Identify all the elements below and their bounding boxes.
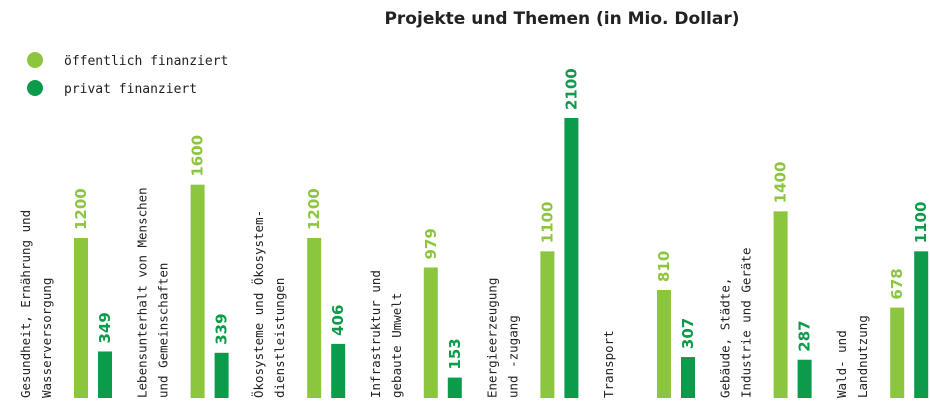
- legend-label-public: öffentlich finanziert: [64, 54, 228, 69]
- value-label-private: 349: [96, 312, 114, 343]
- category-group: Gebäude, Städte, Industrie und Geräte 1400…: [718, 162, 814, 398]
- category-label: Gesundheit, Ernährung und: [18, 210, 33, 398]
- value-label-private: 287: [796, 320, 814, 351]
- value-label-public: 1200: [72, 188, 90, 230]
- value-label-public: 810: [655, 251, 673, 282]
- category-label: Landnutzung: [855, 315, 870, 398]
- chart-title: Projekte und Themen (in Mio. Dollar): [384, 9, 739, 29]
- legend-label-private: privat finanziert: [64, 82, 197, 97]
- bar-public: [890, 307, 905, 398]
- bar-public: [190, 184, 205, 398]
- bar-private: [914, 251, 929, 398]
- plot-area: Gesundheit, Ernährung und Wasserversorgun…: [18, 68, 930, 398]
- category-group: Gesundheit, Ernährung und Wasserversorgun…: [18, 188, 114, 398]
- legend-swatch-private: [27, 80, 43, 96]
- category-group: Energieerzeugung und -zugang 1100 2100: [484, 68, 580, 398]
- category-label: Transport: [601, 330, 616, 398]
- category-group: Lebensunterhalt von Menschen und Gemeinsc…: [135, 135, 231, 398]
- category-label: Infrastruktur und: [368, 270, 383, 398]
- legend: öffentlich finanziert privat finanziert: [27, 52, 228, 97]
- bar-public: [74, 238, 88, 398]
- category-label: Ökosysteme und Ökosystem-: [250, 210, 266, 398]
- bar-private: [98, 351, 112, 398]
- category-label: dienstleistungen: [272, 278, 287, 398]
- value-label-private: 2100: [562, 68, 580, 110]
- value-label-private: 406: [329, 305, 347, 336]
- category-label: Lebensunterhalt von Menschen: [135, 187, 150, 398]
- legend-swatch-public: [27, 52, 43, 68]
- value-label-private: 339: [213, 313, 231, 344]
- category-group: Infrastruktur und gebaute Umwelt 979 153: [368, 228, 464, 398]
- bar-private: [564, 118, 579, 398]
- category-label: gebaute Umwelt: [389, 293, 404, 398]
- bar-private: [447, 377, 462, 398]
- value-label-public: 678: [888, 268, 906, 299]
- category-label: und -zugang: [505, 315, 520, 398]
- category-label: Energieerzeugung: [484, 278, 499, 398]
- value-label-public: 979: [422, 228, 440, 259]
- value-label-private: 307: [679, 318, 697, 349]
- category-label: Gebäude, Städte,: [718, 278, 733, 398]
- bar-private: [214, 352, 229, 398]
- category-group: Ökosysteme und Ökosystem-dienstleistunge…: [250, 188, 347, 398]
- value-label-public: 1600: [189, 135, 207, 177]
- bar-public: [423, 267, 438, 398]
- category-label: Wald- und: [834, 330, 849, 398]
- bar-private: [681, 357, 695, 398]
- value-label-public: 1400: [772, 162, 790, 204]
- value-label-private: 153: [446, 338, 464, 369]
- category-label: Wasserversorgung: [39, 278, 54, 398]
- value-label-private: 1100: [912, 202, 930, 244]
- bar-public: [540, 251, 555, 398]
- value-label-public: 1200: [305, 188, 323, 230]
- category-group: Transport 810 307: [601, 251, 697, 398]
- bar-public: [307, 238, 322, 398]
- bar-private: [331, 343, 346, 398]
- bar-public: [773, 211, 788, 398]
- bar-private: [797, 359, 812, 398]
- category-group: Wald- und Landnutzung 678 1100: [834, 202, 930, 398]
- value-label-public: 1100: [538, 202, 556, 244]
- bar-public: [657, 290, 671, 398]
- category-label: Industrie und Geräte: [739, 247, 754, 398]
- category-label: und Gemeinschaften: [156, 263, 171, 398]
